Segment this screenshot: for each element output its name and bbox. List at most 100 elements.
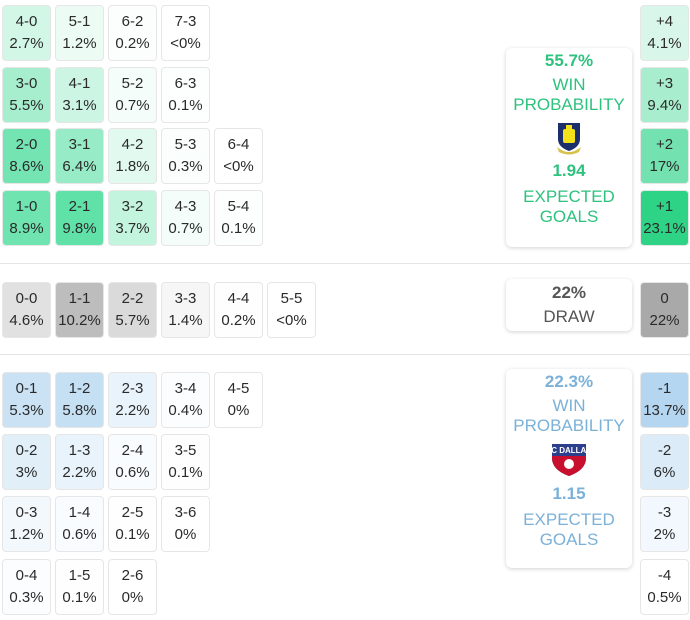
- score-label: 2-1: [68, 198, 91, 215]
- score-label: +1: [655, 198, 674, 215]
- score-label: 4-1: [68, 75, 91, 92]
- scoreline-cell-away: 4-5 0%: [214, 372, 263, 428]
- away-xg-label: EXPECTED: [523, 510, 615, 529]
- probability-value: 5.5%: [9, 97, 44, 114]
- home-win-label-2: PROBABILITY: [513, 95, 625, 114]
- scoreline-cell-away: 2-6 0%: [108, 559, 157, 615]
- draw-summary-card: 22% DRAW: [506, 279, 632, 331]
- score-label: +3: [655, 75, 674, 92]
- score-label: 3-3: [174, 290, 197, 307]
- scoreline-cell-home: 4-1 3.1%: [55, 67, 104, 123]
- draw-label: DRAW: [543, 307, 595, 326]
- probability-value: 0.2%: [221, 312, 256, 329]
- score-label: -2: [657, 442, 672, 459]
- scoreline-cell-draw: 3-3 1.4%: [161, 282, 210, 338]
- score-label: 0-2: [15, 442, 38, 459]
- score-label: 2-2: [121, 290, 144, 307]
- probability-value: 13.7%: [643, 402, 686, 419]
- scoreline-cell-away: 1-3 2.2%: [55, 434, 104, 490]
- scoreline-cell-away: 0-2 3%: [2, 434, 51, 490]
- score-label: 1-5: [68, 567, 91, 584]
- probability-value: 8.9%: [9, 220, 44, 237]
- scoreline-cell-away: 3-6 0%: [161, 496, 210, 552]
- scoreline-cell-away: 2-3 2.2%: [108, 372, 157, 428]
- probability-value: 1.2%: [9, 526, 44, 543]
- home-xg-label: EXPECTED: [523, 187, 615, 206]
- probability-value: 8.6%: [9, 158, 44, 175]
- score-label: 3-0: [15, 75, 38, 92]
- probability-value: 0%: [227, 402, 250, 419]
- score-label: 6-3: [174, 75, 197, 92]
- score-label: -3: [657, 504, 672, 521]
- away-summary-card: 22.3% WIN PROBABILITY FC DALLAS 1.15 EXP…: [506, 369, 632, 568]
- score-label: 0: [660, 290, 669, 307]
- scoreline-cell-away: 0-3 1.2%: [2, 496, 51, 552]
- brondby-crest-icon: [557, 123, 581, 155]
- probability-value: 17%: [649, 158, 680, 175]
- goal-margin-cell: +2 17%: [640, 128, 689, 184]
- scoreline-cell-home: 5-3 0.3%: [161, 128, 210, 184]
- score-label: 4-3: [174, 198, 197, 215]
- home-summary-card: 55.7% WIN PROBABILITY 1.94 EXPECTED GOAL…: [506, 48, 632, 247]
- score-label: 2-6: [121, 567, 144, 584]
- score-label: 1-2: [68, 380, 91, 397]
- scoreline-cell-home: 6-2 0.2%: [108, 5, 157, 61]
- scoreline-cell-away: 0-1 5.3%: [2, 372, 51, 428]
- probability-value: 1.2%: [62, 35, 97, 52]
- scoreline-cell-draw: 0-0 4.6%: [2, 282, 51, 338]
- probability-value: 22%: [649, 312, 680, 329]
- scoreline-cell-away: 3-4 0.4%: [161, 372, 210, 428]
- score-label: 4-4: [227, 290, 250, 307]
- probability-value: 6.4%: [62, 158, 97, 175]
- scoreline-cell-home: 7-3 <0%: [161, 5, 210, 61]
- probability-value: 3.1%: [62, 97, 97, 114]
- goal-margin-cell: +1 23.1%: [640, 190, 689, 246]
- score-label: 6-2: [121, 13, 144, 30]
- score-label: 2-0: [15, 136, 38, 153]
- scoreline-cell-home: 5-1 1.2%: [55, 5, 104, 61]
- home-win-probability: 55.7%: [544, 51, 594, 70]
- score-label: 2-3: [121, 380, 144, 397]
- scoreline-cell-home: 4-3 0.7%: [161, 190, 210, 246]
- scoreline-cell-home: 5-2 0.7%: [108, 67, 157, 123]
- probability-value: 3.7%: [115, 220, 150, 237]
- score-label: 1-1: [68, 290, 91, 307]
- probability-value: 9.4%: [647, 97, 682, 114]
- away-win-probability: 22.3%: [544, 372, 594, 391]
- scoreline-cell-home: 5-4 0.1%: [214, 190, 263, 246]
- probability-value: 23.1%: [643, 220, 686, 237]
- probability-value: 0.3%: [168, 158, 203, 175]
- scoreline-cell-home: 6-4 <0%: [214, 128, 263, 184]
- score-label: 4-5: [227, 380, 250, 397]
- probability-value: 1.8%: [115, 158, 150, 175]
- probability-value: 2%: [653, 526, 676, 543]
- probability-value: 5.7%: [115, 312, 150, 329]
- scoreline-cell-away: 1-4 0.6%: [55, 496, 104, 552]
- scoreline-cell-home: 2-1 9.8%: [55, 190, 104, 246]
- probability-value: <0%: [223, 158, 254, 175]
- probability-value: 5.8%: [62, 402, 97, 419]
- score-label: 1-3: [68, 442, 91, 459]
- probability-value: 6%: [653, 464, 676, 481]
- score-label: +2: [655, 136, 674, 153]
- fc-dallas-crest-icon: FC DALLAS: [550, 444, 588, 476]
- probability-value: 0.4%: [168, 402, 203, 419]
- probability-value: 0.3%: [9, 589, 44, 606]
- scoreline-cell-draw: 2-2 5.7%: [108, 282, 157, 338]
- scoreline-cell-home: 2-0 8.6%: [2, 128, 51, 184]
- probability-value: 3%: [15, 464, 38, 481]
- svg-text:FC DALLAS: FC DALLAS: [550, 446, 588, 455]
- probability-value: 9.8%: [62, 220, 97, 237]
- goal-margin-cell: +4 4.1%: [640, 5, 689, 61]
- probability-value: 10.2%: [58, 312, 101, 329]
- scoreline-cell-home: 3-2 3.7%: [108, 190, 157, 246]
- divider-bottom: [0, 354, 690, 355]
- probability-value: 0.7%: [168, 220, 203, 237]
- score-label: 2-4: [121, 442, 144, 459]
- probability-value: 0.1%: [168, 97, 203, 114]
- score-label: 0-1: [15, 380, 38, 397]
- score-label: -1: [657, 380, 672, 397]
- score-label: 5-1: [68, 13, 91, 30]
- score-label: 4-0: [15, 13, 38, 30]
- goal-margin-cell: -1 13.7%: [640, 372, 689, 428]
